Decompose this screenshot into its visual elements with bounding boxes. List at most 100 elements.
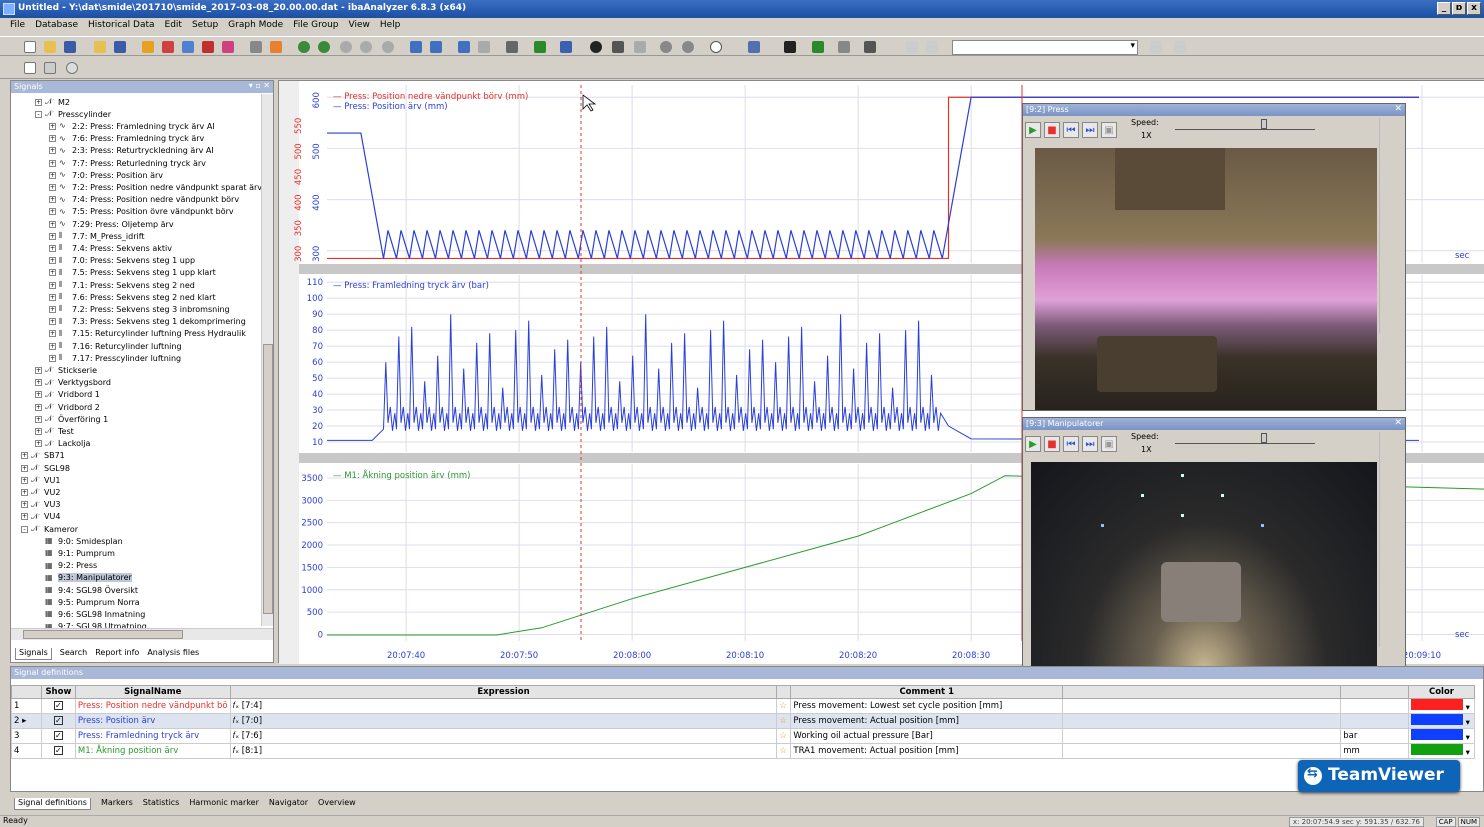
show-checkbox[interactable]: ✓ bbox=[40, 698, 76, 714]
show-checkbox[interactable]: ✓ bbox=[40, 713, 76, 729]
speed-slider[interactable] bbox=[1175, 119, 1315, 130]
play-icon[interactable]: ▶ bbox=[1025, 436, 1041, 452]
checkbox-icon[interactable]: ✓ bbox=[53, 716, 63, 725]
col-show[interactable]: Show bbox=[40, 685, 76, 699]
tree-node[interactable]: ▦ 9:5: Pumprum Norra bbox=[35, 596, 140, 608]
expand-icon[interactable]: + bbox=[35, 403, 42, 411]
collapse-icon[interactable]: - bbox=[35, 110, 42, 118]
record-icon[interactable] bbox=[590, 41, 602, 53]
video-press-side-slider[interactable] bbox=[1379, 118, 1401, 333]
page-icon[interactable] bbox=[24, 62, 36, 74]
zoom-in-icon[interactable] bbox=[298, 41, 310, 53]
tree-node[interactable]: + 𝒩 Verktygsbord bbox=[35, 377, 111, 389]
function-icon[interactable]: 𝑓ₓ bbox=[232, 716, 242, 726]
signal-name[interactable]: Press: Position nedre vändpunkt bö bbox=[74, 698, 231, 714]
function-icon[interactable]: 𝑓ₓ bbox=[232, 746, 242, 756]
tree-node[interactable]: + 𝒩 SB71 bbox=[21, 450, 65, 462]
sigdef-row[interactable]: 3 ✓ Press: Framledning tryck ärv 𝑓ₓ [7:6] ☆ W… bbox=[11, 728, 1476, 744]
expand-icon[interactable]: + bbox=[35, 415, 42, 423]
fft-toolbar-icon[interactable] bbox=[864, 41, 876, 53]
color-swatch-box[interactable] bbox=[1410, 714, 1463, 725]
tree-node[interactable]: + 𝒩 Test bbox=[35, 425, 74, 437]
tree-node[interactable]: - 𝒩 Kameror bbox=[21, 523, 78, 535]
expand-icon[interactable]: + bbox=[35, 379, 42, 387]
function-icon[interactable]: 𝑓ₓ bbox=[232, 731, 242, 741]
comment-text[interactable]: TRA1 movement: Actual position [mm] bbox=[790, 743, 1064, 759]
zoom-x-icon[interactable] bbox=[340, 41, 352, 53]
tree-node[interactable]: + 𝒩 VU3 bbox=[21, 499, 60, 511]
unit-text[interactable]: bar bbox=[1340, 728, 1409, 744]
menu-file-group[interactable]: File Group bbox=[293, 20, 339, 30]
expand-icon[interactable]: + bbox=[21, 488, 28, 496]
magnifier-x-icon[interactable] bbox=[682, 41, 694, 53]
checkbox-icon[interactable]: ✓ bbox=[53, 731, 63, 740]
col-color[interactable]: Color bbox=[1407, 685, 1476, 699]
tab-signal-definitions[interactable]: Signal definitions bbox=[14, 798, 91, 810]
tree-vertical-scrollbar[interactable] bbox=[261, 94, 273, 626]
tree-node[interactable]: ▦ 9:0: Smidesplan bbox=[35, 535, 123, 547]
expand-icon[interactable]: + bbox=[21, 501, 28, 509]
graph-type-icon[interactable] bbox=[748, 41, 760, 53]
tree-node[interactable]: + ⫴ 7.2: Press: Sekvens steg 3 inbromsning bbox=[49, 303, 230, 315]
tree-horizontal-scrollbar[interactable] bbox=[11, 628, 273, 640]
tree-node[interactable]: ▦ 9:7: SGL98 Utmatning bbox=[35, 621, 147, 633]
menu-graph-mode[interactable]: Graph Mode bbox=[228, 20, 284, 30]
tree-node[interactable]: + ⫴ 7.15: Returcylinder luftning Press Hyd… bbox=[49, 328, 246, 340]
menu-file[interactable]: File bbox=[10, 20, 26, 30]
tab-harmonic-marker[interactable]: Harmonic marker bbox=[189, 798, 259, 807]
expand-icon[interactable]: + bbox=[21, 452, 28, 460]
tree-node[interactable]: + ∿ 7:29: Press: Oljetemp ärv bbox=[49, 218, 174, 230]
tab-search[interactable]: Search bbox=[59, 648, 88, 657]
zoom-reset-icon[interactable] bbox=[382, 41, 394, 53]
expand-icon[interactable]: + bbox=[21, 476, 28, 484]
report-icon[interactable] bbox=[202, 41, 214, 53]
video-window-press[interactable]: [9:2] Press ✕ ▶ ■ ⏮ ⏭ ▣ Speed: 1X bbox=[1022, 103, 1406, 411]
tab-statistics[interactable]: Statistics bbox=[142, 798, 180, 807]
restore-button[interactable]: ɒ bbox=[1452, 2, 1466, 15]
tree-node[interactable]: ▦ 9:2: Press bbox=[35, 560, 97, 572]
video-press-titlebar[interactable]: [9:2] Press ✕ bbox=[1023, 104, 1405, 116]
open-folder-icon[interactable] bbox=[44, 41, 56, 53]
expand-icon[interactable]: + bbox=[49, 208, 56, 216]
menu-view[interactable]: View bbox=[348, 20, 370, 30]
sigdef-row[interactable]: 4 ✓ M1: Åkning position ärv 𝑓ₓ [8:1] ☆ TRA1 m… bbox=[11, 743, 1476, 759]
expand-icon[interactable]: + bbox=[49, 147, 56, 155]
close-button[interactable]: x bbox=[1467, 2, 1481, 15]
chart-icon[interactable] bbox=[162, 41, 174, 53]
expand-icon[interactable]: + bbox=[35, 98, 42, 106]
tab-markers[interactable]: Markers bbox=[100, 798, 133, 807]
expand-icon[interactable]: + bbox=[49, 293, 56, 301]
color-swatch-box[interactable] bbox=[1410, 699, 1463, 710]
xy-icon[interactable] bbox=[182, 41, 194, 53]
expression[interactable]: 𝑓ₓ [8:1] bbox=[229, 743, 778, 759]
tree-node[interactable]: + 𝒩 VU4 bbox=[21, 511, 60, 523]
magnifier-icon[interactable] bbox=[660, 41, 672, 53]
expand-icon[interactable]: + bbox=[49, 318, 56, 326]
database-icon[interactable] bbox=[142, 41, 154, 53]
checkbox-icon[interactable]: ✓ bbox=[53, 746, 63, 755]
expand-icon[interactable]: + bbox=[35, 440, 42, 448]
add-signal-icon[interactable] bbox=[270, 41, 282, 53]
unit-text[interactable] bbox=[1340, 713, 1409, 729]
tab-overview[interactable]: Overview bbox=[318, 798, 356, 807]
expand-icon[interactable]: + bbox=[49, 196, 56, 204]
expand-icon[interactable]: + bbox=[49, 171, 56, 179]
expand-icon[interactable]: + bbox=[49, 232, 56, 240]
tree-node[interactable]: + 𝒩 Överföring 1 bbox=[35, 413, 108, 425]
tree-node[interactable]: + ⫴ 7.0: Press: Sekvens steg 1 upp bbox=[49, 255, 195, 267]
tree-node[interactable]: + ⫴ 7.17: Presscylinder luftning bbox=[49, 352, 181, 364]
tree-node[interactable]: + ∿ 2:2: Press: Framledning tryck ärv AI bbox=[49, 120, 215, 132]
unit-text[interactable] bbox=[1340, 698, 1409, 714]
menu-setup[interactable]: Setup bbox=[191, 20, 219, 30]
expand-icon[interactable]: + bbox=[49, 257, 56, 265]
expand-icon[interactable]: + bbox=[21, 513, 28, 521]
speed-slider[interactable] bbox=[1175, 433, 1315, 444]
tab-report-info[interactable]: Report info bbox=[95, 648, 140, 657]
expand-icon[interactable]: + bbox=[35, 427, 42, 435]
tree-node[interactable]: + 𝒩 VU1 bbox=[21, 474, 60, 486]
color-swatch-box[interactable] bbox=[1410, 729, 1463, 740]
tree-node[interactable]: + ⫴ 7.5: Press: Sekvens steg 1 upp klart bbox=[49, 267, 216, 279]
tree-node[interactable]: + 𝒩 Vridbord 2 bbox=[35, 401, 100, 413]
tree-node[interactable]: + ∿ 7:2: Press: Position nedre vändpunkt s… bbox=[49, 181, 261, 193]
col-signalname[interactable]: SignalName bbox=[74, 685, 231, 699]
